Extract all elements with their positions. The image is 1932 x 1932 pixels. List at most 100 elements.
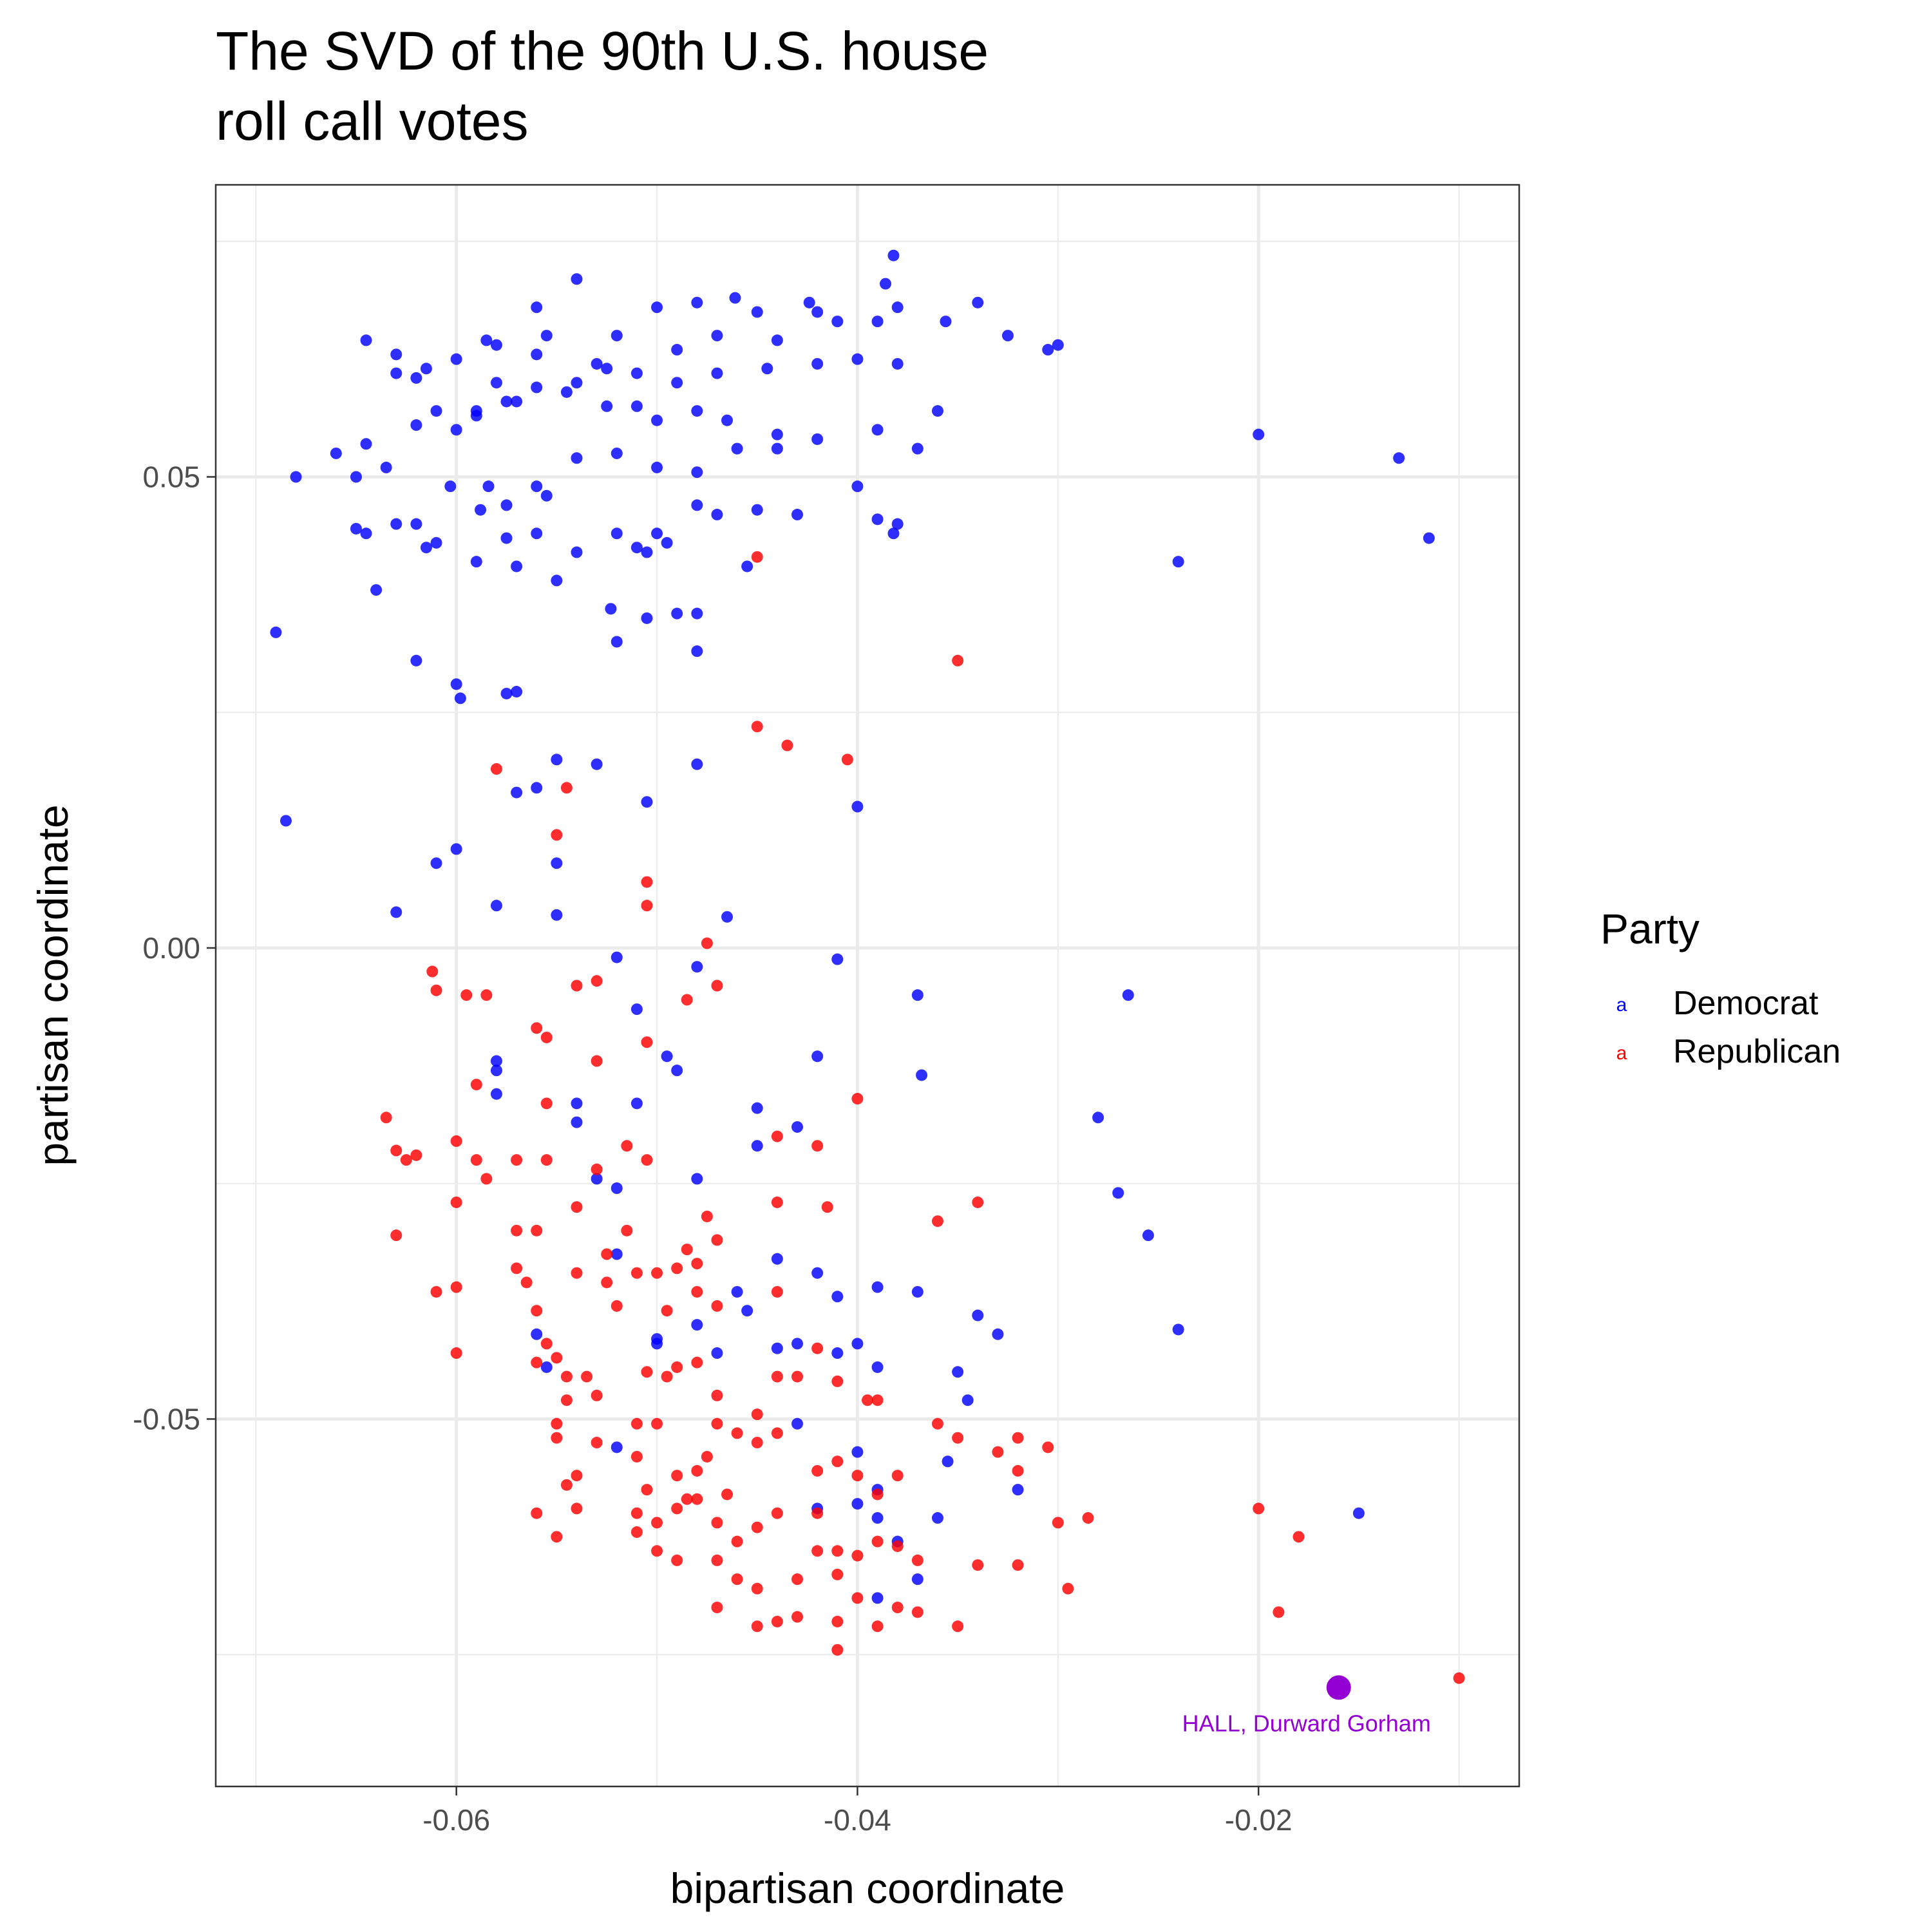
point-democrat <box>811 357 824 370</box>
point-democrat <box>1423 532 1435 544</box>
highlight-label: HALL, Durward Gorham <box>1182 1710 1431 1736</box>
point-democrat <box>711 1347 723 1359</box>
chart-title-line-2: roll call votes <box>216 91 529 151</box>
point-republican <box>691 1285 703 1298</box>
point-democrat <box>711 509 723 521</box>
point-democrat <box>972 1309 984 1321</box>
highlight-layer: HALL, Durward Gorham <box>1182 1675 1431 1736</box>
point-democrat <box>531 782 543 794</box>
point-republican <box>771 1507 783 1519</box>
point-democrat <box>691 1319 703 1331</box>
point-democrat <box>661 1050 673 1063</box>
point-republican <box>952 1620 964 1633</box>
point-republican <box>630 1417 643 1430</box>
point-republican <box>781 739 793 752</box>
point-republican <box>811 1507 824 1519</box>
x-axis: -0.06 -0.04 -0.02 <box>422 1786 1293 1837</box>
point-democrat <box>571 1116 583 1128</box>
point-republican <box>952 654 964 667</box>
point-republican <box>426 965 439 978</box>
point-democrat <box>691 405 703 417</box>
point-democrat <box>691 961 703 973</box>
point-republican <box>671 1361 683 1373</box>
legend-label-republican: Republican <box>1673 1033 1841 1070</box>
point-republican <box>871 1620 884 1633</box>
point-republican <box>390 1229 402 1242</box>
point-democrat <box>1352 1507 1365 1519</box>
point-democrat <box>611 1248 623 1260</box>
point-republican <box>400 1154 412 1166</box>
point-democrat <box>360 334 372 346</box>
point-republican <box>711 1554 723 1566</box>
point-republican <box>711 1602 723 1614</box>
point-democrat <box>1253 428 1265 440</box>
point-democrat <box>410 372 422 384</box>
point-republican <box>721 1488 734 1501</box>
legend-entry-democrat: a Democrat <box>1616 985 1819 1022</box>
point-democrat <box>444 480 457 493</box>
point-democrat <box>729 292 741 304</box>
point-democrat <box>531 381 543 393</box>
point-republican <box>771 1427 783 1439</box>
point-democrat <box>1001 330 1014 342</box>
point-republican <box>911 1554 923 1566</box>
point-republican <box>661 1370 673 1383</box>
point-democrat <box>611 1182 623 1195</box>
point-republican <box>771 1615 783 1627</box>
point-democrat <box>571 452 583 464</box>
point-democrat <box>591 758 603 770</box>
point-republican <box>1273 1606 1285 1618</box>
point-republican <box>841 753 853 766</box>
point-democrat <box>751 1102 763 1114</box>
point-democrat <box>811 433 824 445</box>
point-democrat <box>887 527 900 540</box>
point-democrat <box>871 316 884 328</box>
point-republican <box>992 1446 1004 1458</box>
point-republican <box>571 1267 583 1279</box>
point-republican <box>671 1470 683 1482</box>
point-republican <box>1062 1582 1074 1595</box>
point-republican <box>591 1437 603 1449</box>
point-republican <box>531 1356 543 1368</box>
point-republican <box>691 1356 703 1368</box>
point-republican <box>1253 1502 1265 1515</box>
point-democrat <box>671 1065 683 1077</box>
legend-key-democrat: a <box>1616 994 1627 1016</box>
legend-key-republican: a <box>1616 1043 1627 1064</box>
point-democrat <box>1012 1484 1024 1496</box>
point-democrat <box>390 518 402 530</box>
point-democrat <box>711 330 723 342</box>
point-republican <box>531 1305 543 1317</box>
point-democrat <box>871 424 884 436</box>
point-republican <box>831 1568 844 1580</box>
point-democrat <box>691 607 703 620</box>
point-democrat <box>771 442 783 455</box>
y-tick-label: -0.05 <box>133 1402 200 1435</box>
point-democrat <box>611 330 623 342</box>
point-democrat <box>480 334 493 346</box>
point-democrat <box>531 348 543 361</box>
point-democrat <box>880 278 892 290</box>
point-democrat <box>691 466 703 478</box>
point-democrat <box>791 1417 804 1430</box>
point-republican <box>651 1545 663 1557</box>
point-democrat <box>791 1338 804 1350</box>
point-republican <box>380 1112 392 1124</box>
point-republican <box>511 1262 523 1274</box>
point-republican <box>641 1366 653 1378</box>
point-democrat <box>531 1328 543 1340</box>
point-democrat <box>410 518 422 530</box>
legend: Party a Democrat a Republican <box>1600 905 1841 1070</box>
point-republican <box>630 1507 643 1519</box>
point-republican <box>751 1582 763 1595</box>
point-republican <box>791 1573 804 1586</box>
point-republican <box>560 1479 573 1491</box>
point-republican <box>862 1394 873 1406</box>
point-democrat <box>410 419 422 431</box>
point-republican <box>560 782 573 794</box>
point-democrat <box>651 461 663 473</box>
point-republican <box>511 1154 523 1166</box>
y-tick-label: 0.00 <box>142 931 200 965</box>
point-democrat <box>851 480 864 493</box>
point-republican <box>470 1154 482 1166</box>
